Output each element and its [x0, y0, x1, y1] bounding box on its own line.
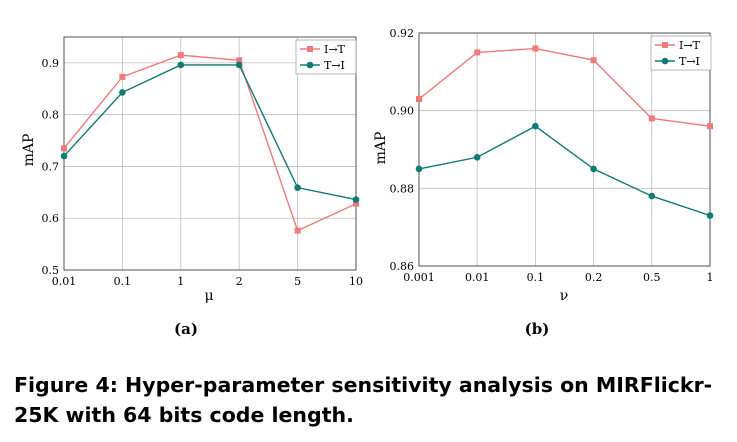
legend-marker	[306, 61, 314, 69]
data-point-t2i	[648, 192, 656, 200]
data-point-i2t	[416, 96, 422, 103]
data-point-i2t	[648, 115, 655, 122]
legend-label: I→T	[679, 39, 701, 52]
legend-label: I→T	[324, 43, 346, 56]
data-point-t2i	[235, 61, 243, 69]
data-point-i2t	[294, 227, 301, 234]
legend-marker	[661, 57, 669, 65]
panel-label: (a)	[174, 320, 198, 338]
x-tick-label: 0.1	[527, 271, 545, 284]
legend-label: T→I	[679, 55, 700, 68]
y-tick-label: 0.7	[42, 160, 60, 173]
x-tick-label: 5	[294, 275, 301, 288]
data-point-i2t	[590, 57, 597, 64]
y-tick-label: 0.88	[390, 182, 415, 195]
x-axis-label: ν	[560, 288, 569, 304]
y-tick-label: 0.8	[42, 109, 60, 122]
chart-b: 0.001 0.01 0.1 0.2 0.5 1 0.86 0.88 0.90 0.92 ν mAP (…	[373, 27, 714, 338]
x-tick-label: 0.5	[643, 271, 661, 284]
legend-label: T→I	[324, 59, 345, 72]
legend-marker	[662, 42, 668, 48]
y-tick-label: 0.86	[390, 260, 415, 273]
x-axis-label: μ	[204, 288, 213, 304]
data-point-t2i	[60, 152, 68, 160]
panel-label: (b)	[525, 320, 550, 338]
data-point-t2i	[706, 212, 714, 219]
data-point-i2t	[236, 57, 243, 64]
data-point-i2t	[353, 200, 359, 207]
legend-box	[650, 35, 712, 71]
series-line-i2t	[418, 47, 711, 127]
data-point-i2t	[177, 52, 184, 59]
data-point-i2t	[61, 145, 67, 152]
x-tick-label: 0.01	[52, 275, 77, 288]
x-tick-label: 0.2	[585, 271, 603, 284]
x-tick-label: 0.01	[465, 271, 490, 284]
data-point-t2i	[590, 165, 597, 173]
chart-a: 0.01 0.1 1 2 5 10 0.5 0.6 0.7 0.8 0.9 μ mAP (a) I→T T→I	[21, 36, 363, 338]
legend-marker	[307, 46, 313, 52]
figure-caption: Figure 4: Hyper-parameter sensitivity an…	[14, 373, 713, 427]
x-tick-label: 0.1	[114, 275, 132, 288]
data-point-t2i	[177, 61, 185, 69]
x-tick-label: 1	[707, 271, 714, 284]
y-tick-label: 0.9	[42, 57, 60, 70]
data-point-i2t	[474, 49, 481, 56]
data-point-t2i	[532, 122, 539, 130]
y-tick-label: 0.90	[390, 105, 415, 118]
series-line-i2t	[63, 54, 357, 232]
x-tick-label: 0.001	[403, 271, 435, 284]
data-point-i2t	[707, 123, 713, 130]
y-axis-label: mAP	[21, 134, 37, 167]
legend-box	[295, 39, 357, 75]
data-point-i2t	[119, 73, 126, 80]
series-line-t2i	[418, 125, 711, 217]
data-point-t2i	[415, 165, 423, 173]
data-point-t2i	[294, 184, 301, 191]
plot-frame	[418, 32, 711, 267]
x-tick-label: 1	[177, 275, 184, 288]
data-point-t2i	[352, 196, 360, 203]
y-axis-label: mAP	[373, 132, 389, 165]
x-tick-label: 2	[236, 275, 243, 288]
x-tick-label: 10	[349, 275, 363, 288]
y-tick-label: 0.5	[42, 264, 60, 277]
series-line-t2i	[63, 64, 357, 201]
y-tick-label: 0.92	[390, 27, 415, 40]
y-tick-label: 0.6	[42, 212, 60, 225]
data-point-t2i	[119, 89, 126, 96]
data-point-t2i	[473, 153, 481, 161]
data-point-i2t	[532, 45, 539, 52]
